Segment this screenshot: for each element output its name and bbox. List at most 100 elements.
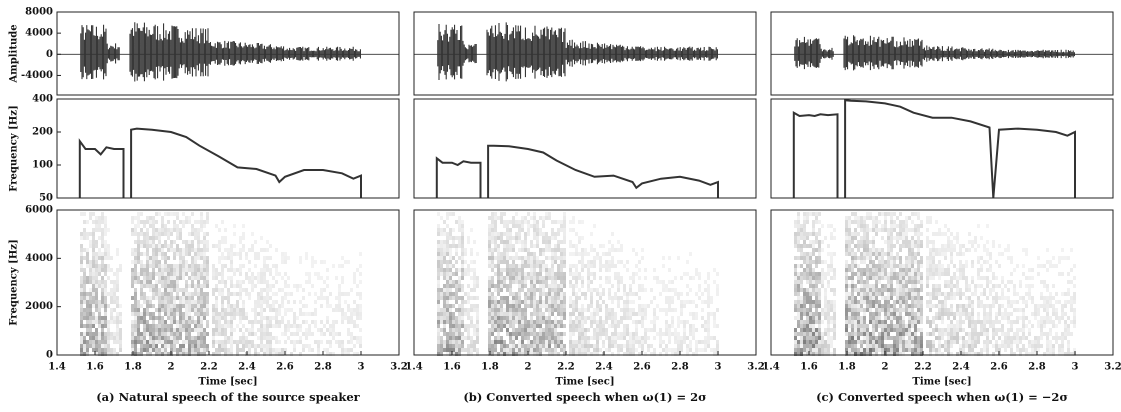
spectrogram-texture bbox=[821, 308, 824, 312]
spectrogram-texture bbox=[548, 244, 551, 248]
spectrogram-texture bbox=[860, 288, 863, 292]
spectrogram-texture bbox=[800, 320, 803, 324]
spectrogram-texture bbox=[608, 264, 611, 268]
spectrogram-texture bbox=[158, 272, 161, 276]
spectrogram-texture bbox=[794, 336, 797, 340]
y-tick-label: 2000 bbox=[25, 301, 53, 312]
spectrogram-texture bbox=[161, 268, 164, 272]
spectrogram-texture bbox=[593, 256, 596, 260]
spectrogram-texture bbox=[893, 268, 896, 272]
spectrogram-texture bbox=[869, 304, 872, 308]
spectrogram-texture bbox=[80, 296, 83, 300]
spectrogram-texture bbox=[461, 312, 464, 316]
spectrogram-texture bbox=[959, 324, 962, 328]
spectrogram-texture bbox=[875, 340, 878, 344]
spectrogram-texture bbox=[854, 288, 857, 292]
spectrogram-texture bbox=[950, 276, 953, 280]
spectrogram-texture bbox=[716, 340, 719, 344]
spectrogram-texture bbox=[203, 316, 206, 320]
spectrogram-texture bbox=[176, 328, 179, 332]
spectrogram-texture bbox=[872, 216, 875, 220]
spectrogram-texture bbox=[176, 320, 179, 324]
spectrogram-texture bbox=[494, 212, 497, 216]
spectrogram-texture bbox=[914, 276, 917, 280]
spectrogram-texture bbox=[539, 336, 542, 340]
spectrogram-texture bbox=[179, 288, 182, 292]
spectrogram-texture bbox=[248, 280, 251, 284]
spectrogram-texture bbox=[815, 332, 818, 336]
spectrogram-texture bbox=[137, 236, 140, 240]
spectrogram-texture bbox=[533, 280, 536, 284]
spectrogram-texture bbox=[551, 320, 554, 324]
spectrogram-texture bbox=[359, 344, 362, 348]
spectrogram-texture bbox=[623, 304, 626, 308]
spectrogram-texture bbox=[509, 288, 512, 292]
spectrogram-texture bbox=[179, 336, 182, 340]
spectrogram-texture bbox=[521, 224, 524, 228]
spectrogram-texture bbox=[644, 304, 647, 308]
spectrogram-texture bbox=[203, 312, 206, 316]
spectrogram-texture bbox=[809, 304, 812, 308]
spectrogram-texture bbox=[869, 300, 872, 304]
spectrogram-texture bbox=[533, 328, 536, 332]
spectrogram-texture bbox=[500, 316, 503, 320]
spectrogram-texture bbox=[527, 332, 530, 336]
spectrogram-texture bbox=[458, 256, 461, 260]
spectrogram-texture bbox=[167, 256, 170, 260]
spectrogram-texture bbox=[179, 296, 182, 300]
spectrogram-texture bbox=[548, 240, 551, 244]
spectrogram-texture bbox=[179, 344, 182, 348]
spectrogram-texture bbox=[299, 284, 302, 288]
spectrogram-texture bbox=[251, 232, 254, 236]
spectrogram-texture bbox=[539, 288, 542, 292]
spectrogram-texture bbox=[500, 284, 503, 288]
spectrogram-texture bbox=[338, 332, 341, 336]
spectrogram-texture bbox=[212, 288, 215, 292]
spectrogram-texture bbox=[206, 284, 209, 288]
spectrogram-texture bbox=[902, 348, 905, 352]
spectrogram-texture bbox=[179, 312, 182, 316]
spectrogram-texture bbox=[905, 312, 908, 316]
spectrogram-texture bbox=[512, 268, 515, 272]
spectrogram-texture bbox=[212, 264, 215, 268]
spectrogram-texture bbox=[503, 316, 506, 320]
spectrogram-texture bbox=[488, 232, 491, 236]
spectrogram-texture bbox=[581, 284, 584, 288]
spectrogram-texture bbox=[158, 276, 161, 280]
spectrogram-texture bbox=[350, 316, 353, 320]
spectrogram-texture bbox=[488, 280, 491, 284]
spectrogram-texture bbox=[602, 344, 605, 348]
spectrogram-texture bbox=[437, 260, 440, 264]
spectrogram-texture bbox=[119, 264, 122, 268]
spectrogram-texture bbox=[818, 232, 821, 236]
spectrogram-texture bbox=[266, 344, 269, 348]
spectrogram-texture bbox=[188, 244, 191, 248]
spectrogram-texture bbox=[92, 324, 95, 328]
spectrogram-texture bbox=[92, 276, 95, 280]
spectrogram-texture bbox=[866, 324, 869, 328]
spectrogram-texture bbox=[638, 340, 641, 344]
spectrogram-texture bbox=[905, 256, 908, 260]
spectrogram-texture bbox=[515, 344, 518, 348]
spectrogram-texture bbox=[503, 308, 506, 312]
spectrogram-texture bbox=[542, 316, 545, 320]
spectrogram-texture bbox=[959, 260, 962, 264]
spectrogram-texture bbox=[878, 268, 881, 272]
spectrogram-texture bbox=[677, 344, 680, 348]
spectrogram-texture bbox=[833, 348, 836, 352]
spectrogram-texture bbox=[197, 236, 200, 240]
spectrogram-texture bbox=[851, 272, 854, 276]
spectrogram-texture bbox=[848, 312, 851, 316]
spectrogram-texture bbox=[269, 340, 272, 344]
spectrogram-texture bbox=[713, 312, 716, 316]
spectrogram-texture bbox=[809, 292, 812, 296]
spectrogram-texture bbox=[164, 324, 167, 328]
spectrogram-texture bbox=[899, 272, 902, 276]
spectrogram-texture bbox=[812, 300, 815, 304]
spectrogram-texture bbox=[575, 232, 578, 236]
spectrogram-texture bbox=[509, 316, 512, 320]
spectrogram-texture bbox=[467, 328, 470, 332]
spectrogram-texture bbox=[140, 272, 143, 276]
spectrogram-texture bbox=[530, 300, 533, 304]
spectrogram-texture bbox=[827, 344, 830, 348]
